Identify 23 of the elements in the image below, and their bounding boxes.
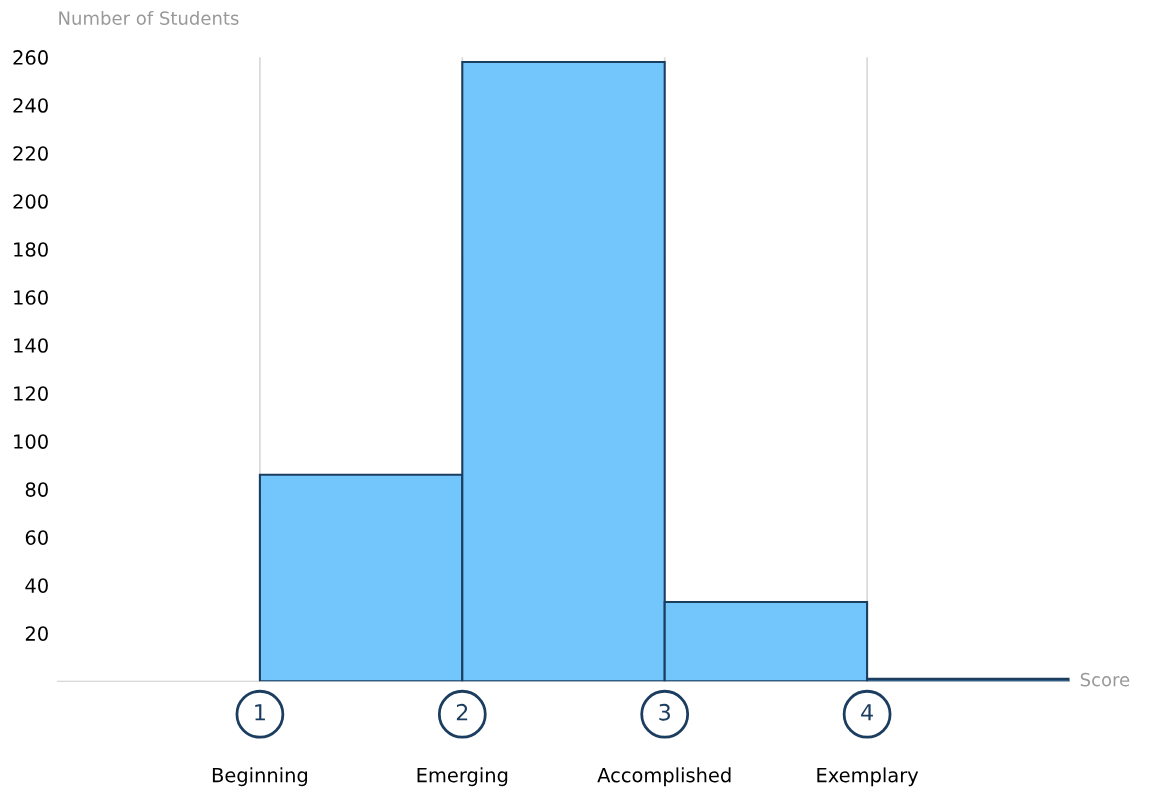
y-tick-label: 220 [13, 146, 48, 161]
x-tick-label: 3 [659, 703, 670, 721]
y-tick-label: 80 [25, 482, 48, 497]
y-tick-label: 180 [14, 242, 48, 257]
y-tick-label: 160 [14, 290, 48, 305]
text: Accomplished [597, 767, 731, 787]
y-tick-label: 200 [13, 194, 48, 209]
text: Emerging [417, 767, 508, 787]
y-axis-title: Number of Students [59, 10, 239, 25]
x-tick-label: 1 [255, 704, 265, 721]
text: Exemplary [817, 767, 919, 787]
y-tick-label: 240 [13, 98, 48, 113]
y-tick-label: 60 [25, 530, 48, 545]
y-tick-label: 40 [25, 578, 48, 593]
y-tick-label: 20 [25, 626, 48, 641]
y-tick-label: 120 [14, 386, 48, 401]
y-tick-label: 100 [14, 434, 48, 449]
y-tick-label: 260 [13, 50, 48, 65]
x-tick-label: 4 [861, 704, 873, 721]
y-tick-label: 140 [14, 338, 48, 353]
x-axis-title: Score [1080, 672, 1130, 687]
x-tick-label: 2 [456, 703, 468, 721]
text: Beginning [212, 767, 308, 787]
